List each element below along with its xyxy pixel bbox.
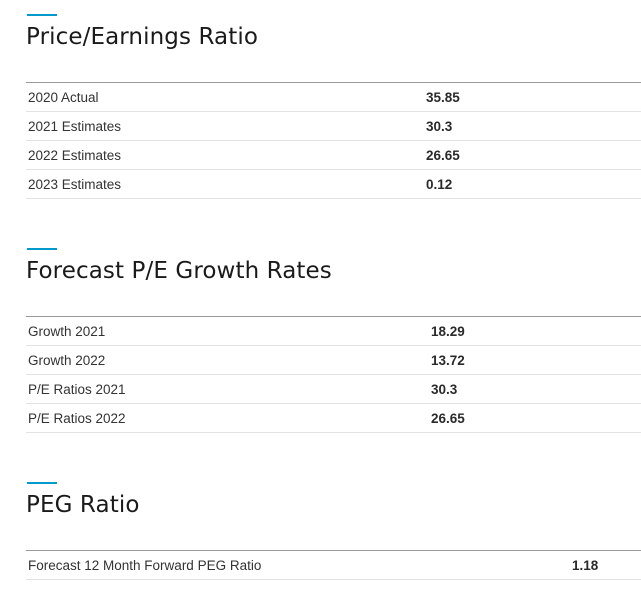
row-label: 2023 Estimates	[26, 169, 426, 199]
section-accent-bar	[27, 14, 57, 16]
row-value: 26.65	[426, 140, 641, 170]
table-row: Forecast 12 Month Forward PEG Ratio 1.18	[26, 550, 641, 580]
row-value: 26.65	[431, 403, 641, 433]
row-label: P/E Ratios 2022	[26, 403, 431, 433]
table-row: P/E Ratios 2022 26.65	[26, 403, 641, 433]
row-label: 2022 Estimates	[26, 140, 426, 170]
row-label: Growth 2022	[26, 345, 431, 375]
section-forecast-pe-growth: Forecast P/E Growth Rates Growth 2021 18…	[26, 248, 641, 433]
table-row: 2021 Estimates 30.3	[26, 111, 641, 141]
section-title: Forecast P/E Growth Rates	[26, 258, 332, 284]
row-value: 1.18	[572, 550, 641, 580]
row-value: 13.72	[431, 345, 641, 375]
section-title: Price/Earnings Ratio	[26, 24, 259, 50]
table-row: 2022 Estimates 26.65	[26, 140, 641, 170]
table-row: P/E Ratios 2021 30.3	[26, 374, 641, 404]
row-label: Growth 2021	[26, 316, 431, 346]
row-value: 30.3	[431, 374, 641, 404]
row-label: 2021 Estimates	[26, 111, 426, 141]
peg-ratio-table: Forecast 12 Month Forward PEG Ratio 1.18	[26, 550, 641, 580]
section-accent-bar	[27, 248, 57, 250]
table-row: 2023 Estimates 0.12	[26, 169, 641, 199]
row-value: 18.29	[431, 316, 641, 346]
row-label: Forecast 12 Month Forward PEG Ratio	[26, 550, 572, 580]
table-row: Growth 2021 18.29	[26, 316, 641, 346]
row-value: 35.85	[426, 82, 641, 112]
pe-ratio-table: 2020 Actual 35.85 2021 Estimates 30.3 20…	[26, 82, 641, 199]
row-label: P/E Ratios 2021	[26, 374, 431, 404]
row-value: 0.12	[426, 169, 641, 199]
section-title: PEG Ratio	[26, 492, 140, 518]
table-row: 2020 Actual 35.85	[26, 82, 641, 112]
section-peg-ratio: PEG Ratio Forecast 12 Month Forward PEG …	[26, 482, 641, 580]
table-row: Growth 2022 13.72	[26, 345, 641, 375]
section-accent-bar	[27, 482, 57, 484]
row-value: 30.3	[426, 111, 641, 141]
row-label: 2020 Actual	[26, 82, 426, 112]
section-pe-ratio: Price/Earnings Ratio 2020 Actual 35.85 2…	[26, 14, 641, 199]
forecast-growth-table: Growth 2021 18.29 Growth 2022 13.72 P/E …	[26, 316, 641, 433]
